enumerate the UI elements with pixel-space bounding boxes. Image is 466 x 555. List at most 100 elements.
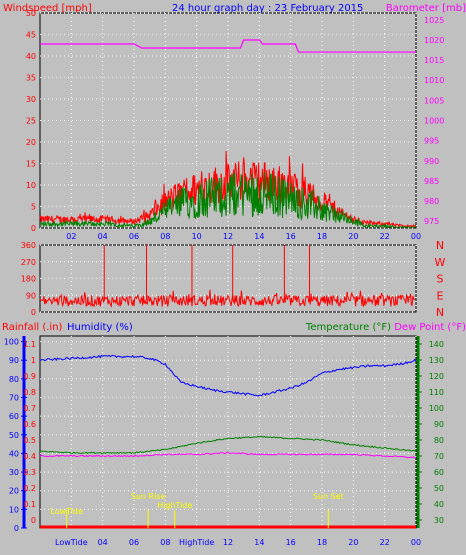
- p1-x-tick-label: 16: [286, 232, 296, 241]
- rainfall-tick-label: 0.9: [23, 372, 36, 381]
- direction-tick-label: 270: [21, 258, 36, 267]
- humidity-tick-label: 30: [9, 468, 19, 477]
- temperature-tick-label: 40: [434, 500, 444, 509]
- wind-average-line: [39, 172, 417, 229]
- windspeed-tick-label: 35: [26, 74, 36, 83]
- barometer-tick-label: 975: [424, 217, 439, 226]
- wind-direction-line: [39, 289, 416, 308]
- rainfall-tick-label: 0.1: [23, 500, 36, 509]
- windspeed-axis-label: Windspeed [mph]: [3, 3, 92, 14]
- barometer-tick-label: 1020: [424, 36, 444, 45]
- p3-x-tick-label: 08: [160, 538, 170, 547]
- humidity-tick-label: 80: [9, 375, 19, 384]
- temperature-tick-label: 110: [429, 388, 444, 397]
- windspeed-tick-label: 25: [26, 117, 36, 126]
- rain-humidity-temperature-panel: 010203040506070809010000.10.20.30.40.50.…: [4, 335, 444, 547]
- humidity-axis-label: Humidity (%): [67, 322, 133, 333]
- temperature-tick-label: 120: [429, 372, 444, 381]
- chart-title: 24 hour graph day : 23 February 2015: [172, 3, 363, 14]
- barometer-tick-label: 985: [424, 177, 439, 186]
- temperature-tick-label: 50: [434, 484, 444, 493]
- temperature-tick-label: 30: [434, 516, 444, 525]
- direction-tick-label: 180: [21, 275, 36, 284]
- temperature-tick-label: 60: [434, 468, 444, 477]
- windspeed-tick-label: 40: [26, 52, 36, 61]
- p3-x-tick-label: 04: [98, 538, 108, 547]
- p1-x-tick-label: 10: [192, 232, 202, 241]
- humidity-tick-label: 50: [9, 431, 19, 440]
- annotation-label: Sun Set: [313, 492, 344, 501]
- p1-x-tick-label: 02: [66, 232, 76, 241]
- rainfall-tick-label: 0.3: [23, 468, 36, 477]
- barometer-axis-label: Barometer [mb]: [386, 3, 466, 14]
- p3-x-tick-label: 22: [380, 538, 390, 547]
- rainfall-tick-label: 1: [31, 356, 36, 365]
- barometer-tick-label: 1010: [424, 76, 444, 85]
- p1-x-tick-label: 12: [223, 232, 233, 241]
- rainfall-tick-label: 0.4: [23, 452, 36, 461]
- rainfall-tick-label: 0.8: [23, 388, 36, 397]
- rainfall-axis-label: Rainfall (.in): [2, 322, 63, 333]
- windspeed-tick-label: 0: [31, 224, 36, 233]
- dewpoint-line: [39, 451, 417, 459]
- p1-x-tick-label: 18: [317, 232, 327, 241]
- wind-gust-line: [39, 150, 417, 228]
- p3-x-tick-label: 12: [223, 538, 233, 547]
- humidity-tick-label: 90: [9, 356, 19, 365]
- p1-x-tick-label: 20: [348, 232, 358, 241]
- temperature-tick-label: 90: [434, 420, 444, 429]
- p1-x-tick-label: 22: [380, 232, 390, 241]
- wind-barometer-panel: 0510152025303540455097598098599099510001…: [26, 9, 445, 241]
- windspeed-tick-label: 50: [26, 9, 36, 18]
- rainfall-tick-label: 0.7: [23, 404, 36, 413]
- p3-x-tick-label: 00: [411, 538, 421, 547]
- rainfall-tick-label: 0: [31, 516, 36, 525]
- compass-label: S: [437, 273, 444, 286]
- humidity-line: [39, 354, 417, 397]
- windspeed-tick-label: 20: [26, 138, 36, 147]
- p1-x-tick-label: 08: [160, 232, 170, 241]
- barometer-tick-label: 1000: [424, 117, 444, 126]
- p1-x-tick-label: 06: [129, 232, 139, 241]
- temperature-tick-label: 140: [429, 340, 444, 349]
- p1-x-tick-label: 00: [411, 232, 421, 241]
- temperature-axis-label: Temperature (°F): [305, 322, 391, 333]
- humidity-tick-label: 0: [14, 524, 19, 533]
- compass-label: N: [436, 306, 444, 319]
- temperature-tick-label: 100: [429, 404, 444, 413]
- barometer-tick-label: 1015: [424, 56, 444, 65]
- p3-x-tick-label: 18: [317, 538, 327, 547]
- annotation-label: HighTide: [157, 501, 192, 510]
- humidity-tick-label: 40: [9, 449, 19, 458]
- direction-tick-label: 0: [31, 308, 36, 317]
- windspeed-tick-label: 30: [26, 95, 36, 104]
- rainfall-tick-label: 0.2: [23, 484, 36, 493]
- rainfall-tick-label: 1.1: [23, 340, 36, 349]
- humidity-tick-label: 20: [9, 487, 19, 496]
- barometer-tick-label: 995: [424, 137, 439, 146]
- p3-x-tick-label: LowTide: [55, 538, 88, 547]
- p1-x-tick-label: 04: [98, 232, 108, 241]
- windspeed-tick-label: 45: [26, 31, 36, 40]
- direction-tick-label: 90: [26, 291, 36, 300]
- barometer-tick-label: 980: [424, 197, 439, 206]
- windspeed-tick-label: 15: [26, 160, 36, 169]
- p3-x-tick-label: HighTide: [179, 538, 214, 547]
- temperature-line: [39, 435, 417, 455]
- compass-label: W: [435, 256, 446, 269]
- temperature-tick-label: 130: [429, 356, 444, 365]
- humidity-tick-label: 10: [9, 505, 19, 514]
- annotation-label: Sun Rise: [131, 492, 166, 501]
- temperature-tick-label: 70: [434, 452, 444, 461]
- dewpoint-axis-label: Dew Point (°F): [394, 322, 466, 333]
- windspeed-tick-label: 10: [26, 181, 36, 190]
- rainfall-tick-label: 0.5: [23, 436, 36, 445]
- p3-x-tick-label: 16: [286, 538, 296, 547]
- humidity-tick-label: 100: [4, 338, 19, 347]
- compass-label: E: [437, 289, 444, 302]
- p1-x-tick-label: 14: [254, 232, 264, 241]
- p3-x-tick-label: 06: [129, 538, 139, 547]
- annotation-label: LowTide: [50, 507, 83, 516]
